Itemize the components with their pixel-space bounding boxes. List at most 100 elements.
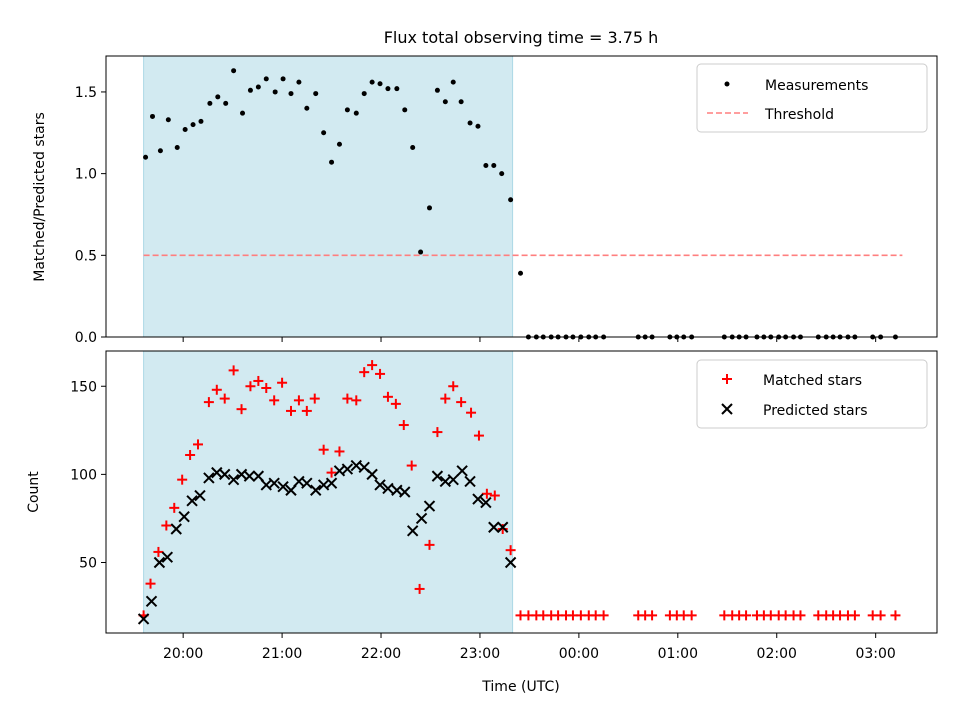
matched-star-point xyxy=(342,393,353,404)
measurement-point xyxy=(288,91,294,97)
legend-matched-label: Matched stars xyxy=(763,373,862,389)
predicted-star-point xyxy=(170,523,182,535)
predicted-star-point xyxy=(178,510,190,523)
matched-star-point xyxy=(466,407,477,418)
matched-star-point xyxy=(367,360,378,371)
top-y-axis-label: Matched/Predicted stars xyxy=(32,112,48,282)
matched-star-point xyxy=(277,377,288,388)
top-axes: 0.0 0.5 1.0 1.5 Matched/Predicted stars Mea… xyxy=(32,55,938,346)
predicted-star-point xyxy=(194,489,206,502)
predicted-star-point xyxy=(374,479,386,491)
measurement-point xyxy=(190,122,196,128)
measurement-point xyxy=(149,113,155,119)
measurement-point xyxy=(329,159,335,165)
x-tick-label: 03:00 xyxy=(855,646,895,662)
y-tick-label: 100 xyxy=(70,467,97,483)
predicted-star-point xyxy=(472,493,484,505)
measurement-point xyxy=(475,123,481,129)
y-tick-label: 150 xyxy=(70,379,97,395)
matched-star-point xyxy=(145,578,156,589)
measurement-point xyxy=(336,141,342,147)
top-y-ticks: 0.0 0.5 1.0 1.5 xyxy=(75,85,106,346)
legend-cross xyxy=(721,403,733,415)
measurement-point xyxy=(174,144,180,150)
x-tick-label: 21:00 xyxy=(262,646,302,662)
measurement-point xyxy=(458,99,464,105)
measurement-point xyxy=(198,118,204,124)
matched-star-point xyxy=(406,460,417,471)
measurement-point xyxy=(369,79,375,85)
matched-star-point xyxy=(318,444,329,455)
matched-star-point xyxy=(382,391,393,402)
measurement-point xyxy=(410,144,416,150)
bottom-shaded-span xyxy=(143,350,514,634)
measurement-point xyxy=(165,117,171,123)
legend-predicted-marker xyxy=(721,403,733,415)
y-tick-label: 1.0 xyxy=(75,167,97,183)
top-shaded-span xyxy=(143,55,514,338)
y-tick-label: 0.5 xyxy=(75,248,97,264)
measurement-point xyxy=(231,68,237,74)
predicted-star-point xyxy=(161,551,174,563)
measurement-point xyxy=(255,84,261,90)
predicted-star-point xyxy=(153,556,166,569)
measurement-point xyxy=(157,148,163,154)
matched-star-point xyxy=(203,397,214,408)
y-tick-label: 1.5 xyxy=(75,85,97,101)
predicted-star-point xyxy=(504,556,517,569)
predicted-star-point xyxy=(382,482,394,495)
predicted-star-point xyxy=(480,496,492,509)
measurement-point xyxy=(385,86,391,92)
measurement-point xyxy=(361,91,367,97)
predicted-star-point xyxy=(277,481,289,493)
top-x-ticks xyxy=(182,337,877,342)
measurement-point xyxy=(353,110,359,116)
measurement-point xyxy=(508,197,514,203)
bottom-y-ticks: 50 100 150 xyxy=(70,379,106,572)
matched-star-point xyxy=(473,430,484,441)
predicted-star-point xyxy=(268,477,280,489)
measurement-point xyxy=(296,79,302,85)
matched-star-point xyxy=(269,395,280,406)
x-tick-label: 02:00 xyxy=(757,646,797,662)
matched-star-point xyxy=(890,610,901,621)
matched-star-point xyxy=(253,375,264,386)
matched-star-point xyxy=(285,405,296,416)
predicted-star-point xyxy=(310,484,322,496)
matched-star-point xyxy=(236,404,247,415)
matched-star-point xyxy=(497,524,508,535)
measurement-point xyxy=(247,87,253,93)
legend-measurements-marker xyxy=(724,81,730,87)
chart-title: Flux total observing time = 3.75 h xyxy=(384,28,659,47)
measurement-point xyxy=(313,91,319,97)
matched-star-point xyxy=(875,610,886,621)
measurement-point xyxy=(377,81,383,87)
matched-star-point xyxy=(293,395,304,406)
predicted-star-point xyxy=(406,525,419,537)
bottom-axes-frame xyxy=(105,350,938,634)
matched-star-point xyxy=(432,427,443,438)
measurement-point xyxy=(434,87,440,93)
predicted-star-point xyxy=(431,470,444,482)
matched-star-point xyxy=(741,610,752,621)
measurement-point xyxy=(223,100,229,106)
measurement-point xyxy=(272,89,278,95)
x-tick-label: 23:00 xyxy=(460,646,500,662)
matched-star-point xyxy=(505,545,516,556)
measurement-point xyxy=(344,107,350,113)
matched-star-point xyxy=(390,398,401,409)
predicted-star-point xyxy=(301,477,313,489)
measurement-point xyxy=(499,171,505,177)
matched-star-point xyxy=(228,365,239,376)
predicted-star-point xyxy=(137,613,150,625)
measurement-point xyxy=(491,162,497,168)
predicted-star-point xyxy=(456,465,468,477)
legend-predicted-label: Predicted stars xyxy=(763,403,868,419)
matched-star-point xyxy=(185,449,196,460)
measurement-point xyxy=(304,105,310,111)
top-legend: Measurements Threshold xyxy=(696,63,928,133)
x-tick-label: 20:00 xyxy=(163,646,203,662)
predicted-star-point xyxy=(488,521,500,533)
predicted-star-point xyxy=(285,484,297,496)
observing-span xyxy=(143,350,514,634)
